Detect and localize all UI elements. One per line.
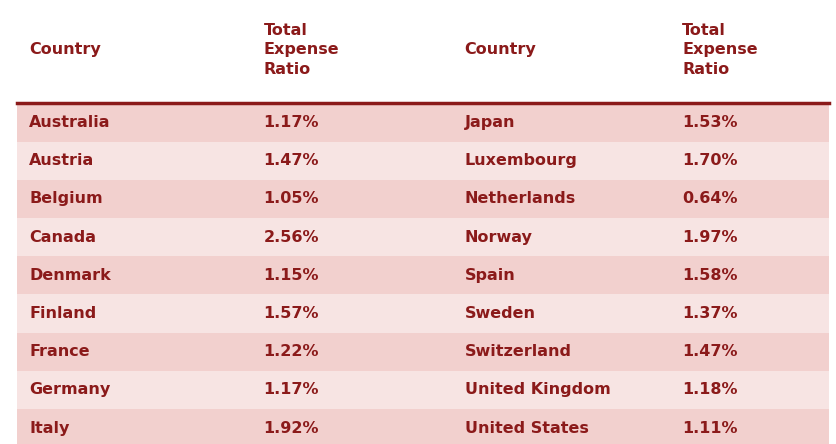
Text: 1.11%: 1.11% — [681, 420, 737, 436]
Text: Japan: Japan — [464, 115, 514, 130]
Text: 1.15%: 1.15% — [263, 268, 319, 283]
Text: Italy: Italy — [29, 420, 69, 436]
Bar — [17, 103, 828, 142]
Text: 0.64%: 0.64% — [681, 191, 737, 206]
Bar — [17, 409, 828, 444]
Text: 2.56%: 2.56% — [263, 230, 319, 245]
Text: Country: Country — [464, 43, 536, 57]
Text: 1.92%: 1.92% — [263, 420, 319, 436]
Text: 1.58%: 1.58% — [681, 268, 737, 283]
Text: 1.22%: 1.22% — [263, 344, 319, 359]
Text: Total
Expense
Ratio: Total Expense Ratio — [263, 23, 339, 77]
Text: Netherlands: Netherlands — [464, 191, 575, 206]
Text: Belgium: Belgium — [29, 191, 103, 206]
Bar — [17, 333, 828, 371]
Text: 1.17%: 1.17% — [263, 115, 319, 130]
Bar — [17, 294, 828, 333]
Bar — [17, 180, 828, 218]
Text: Spain: Spain — [464, 268, 515, 283]
Text: Austria: Austria — [29, 153, 94, 168]
Bar — [17, 142, 828, 180]
Text: United States: United States — [464, 420, 588, 436]
Text: Sweden: Sweden — [464, 306, 535, 321]
Text: 1.05%: 1.05% — [263, 191, 319, 206]
Text: 1.57%: 1.57% — [263, 306, 319, 321]
Text: 1.53%: 1.53% — [681, 115, 737, 130]
Bar — [17, 371, 828, 409]
Text: 1.17%: 1.17% — [263, 382, 319, 397]
Text: Norway: Norway — [464, 230, 532, 245]
Text: Luxembourg: Luxembourg — [464, 153, 577, 168]
Text: Switzerland: Switzerland — [464, 344, 571, 359]
Text: 1.18%: 1.18% — [681, 382, 737, 397]
Text: 1.37%: 1.37% — [681, 306, 737, 321]
Bar — [17, 256, 828, 294]
Text: Canada: Canada — [29, 230, 96, 245]
Text: Denmark: Denmark — [29, 268, 111, 283]
Bar — [17, 0, 828, 100]
Text: Total
Expense
Ratio: Total Expense Ratio — [681, 23, 757, 77]
Text: Country: Country — [29, 43, 101, 57]
Text: 1.70%: 1.70% — [681, 153, 737, 168]
Bar — [17, 218, 828, 256]
Text: United Kingdom: United Kingdom — [464, 382, 609, 397]
Text: Australia: Australia — [29, 115, 110, 130]
Text: France: France — [29, 344, 89, 359]
Text: 1.47%: 1.47% — [263, 153, 319, 168]
Text: Germany: Germany — [29, 382, 110, 397]
Text: 1.97%: 1.97% — [681, 230, 737, 245]
Text: Finland: Finland — [29, 306, 96, 321]
Text: 1.47%: 1.47% — [681, 344, 737, 359]
